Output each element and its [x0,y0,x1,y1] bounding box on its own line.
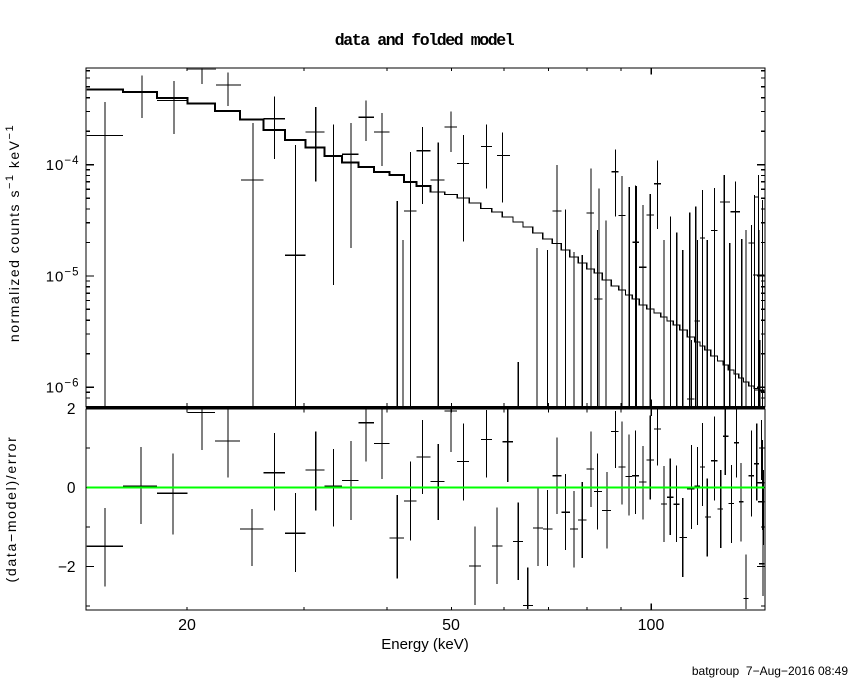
svg-text:−2: −2 [58,559,76,576]
svg-text:20: 20 [178,617,196,634]
svg-text:(data−model)/error: (data−model)/error [3,436,19,583]
svg-text:data and folded model: data and folded model [335,31,515,50]
svg-text:100: 100 [638,617,665,634]
svg-text:Energy (keV): Energy (keV) [381,636,469,653]
svg-text:50: 50 [442,617,460,634]
svg-text:0: 0 [67,480,76,497]
svg-text:batgroup 7−Aug−2016 08:49: batgroup 7−Aug−2016 08:49 [692,664,848,678]
svg-text:normalized counts s−1 keV−1: normalized counts s−1 keV−1 [4,124,22,342]
svg-text:2: 2 [67,401,76,418]
